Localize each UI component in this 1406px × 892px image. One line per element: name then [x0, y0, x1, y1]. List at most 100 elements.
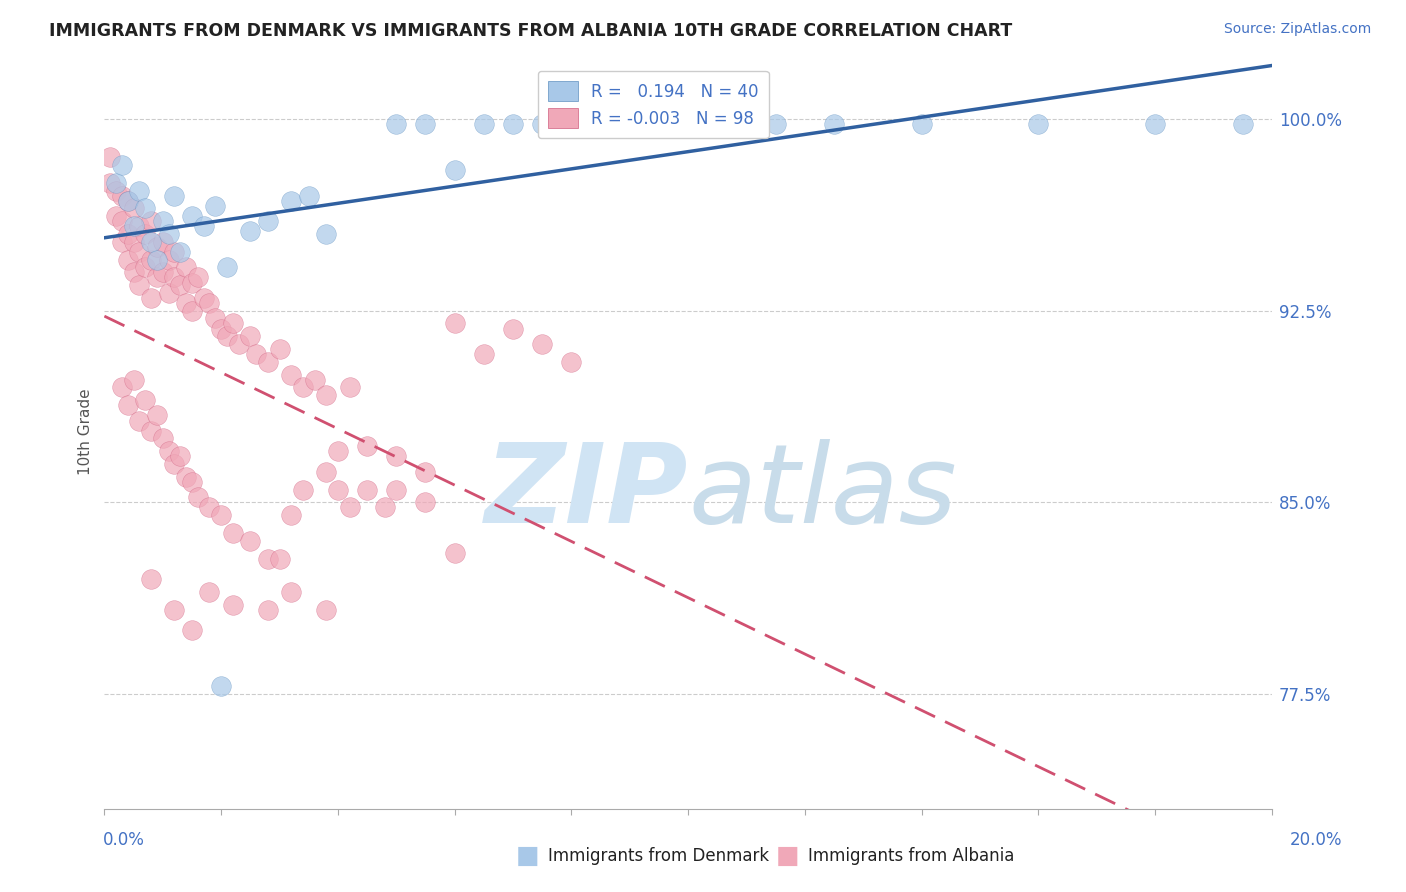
Text: ZIP: ZIP	[485, 439, 688, 546]
Text: 20.0%: 20.0%	[1291, 831, 1343, 849]
Point	[245, 347, 267, 361]
Point	[174, 470, 197, 484]
Point	[139, 291, 162, 305]
Point	[676, 117, 699, 131]
Text: IMMIGRANTS FROM DENMARK VS IMMIGRANTS FROM ALBANIA 10TH GRADE CORRELATION CHART: IMMIGRANTS FROM DENMARK VS IMMIGRANTS FR…	[49, 22, 1012, 40]
Point	[152, 214, 174, 228]
Point	[222, 598, 245, 612]
Point	[157, 444, 180, 458]
Point	[139, 252, 162, 267]
Legend: R =   0.194   N = 40, R = -0.003   N = 98: R = 0.194 N = 40, R = -0.003 N = 98	[537, 71, 769, 138]
Point	[222, 526, 245, 541]
Point	[198, 584, 221, 599]
Point	[209, 508, 232, 522]
Point	[256, 602, 278, 616]
Point	[181, 303, 204, 318]
Point	[111, 188, 134, 202]
Point	[122, 373, 145, 387]
Point	[209, 679, 232, 693]
Point	[111, 380, 134, 394]
Point	[105, 209, 128, 223]
Point	[139, 214, 162, 228]
Point	[128, 244, 150, 259]
Point	[765, 117, 787, 131]
Point	[472, 117, 495, 131]
Point	[315, 465, 337, 479]
Point	[443, 163, 465, 178]
Point	[187, 270, 209, 285]
Point	[256, 551, 278, 566]
Point	[128, 184, 150, 198]
Point	[122, 202, 145, 216]
Point	[215, 329, 238, 343]
Point	[531, 117, 554, 131]
Point	[502, 117, 524, 131]
Point	[181, 276, 204, 290]
Point	[239, 329, 262, 343]
Point	[157, 285, 180, 300]
Point	[315, 388, 337, 402]
Point	[315, 602, 337, 616]
Point	[326, 444, 349, 458]
Point	[146, 409, 169, 423]
Point	[1232, 117, 1254, 131]
Point	[443, 546, 465, 560]
Y-axis label: 10th Grade: 10th Grade	[79, 389, 93, 475]
Point	[139, 235, 162, 249]
Point	[619, 117, 641, 131]
Point	[139, 572, 162, 586]
Point	[443, 317, 465, 331]
Point	[910, 117, 932, 131]
Point	[560, 355, 582, 369]
Point	[181, 209, 204, 223]
Point	[181, 475, 204, 489]
Point	[269, 551, 291, 566]
Text: Immigrants from Denmark: Immigrants from Denmark	[548, 847, 769, 865]
Point	[134, 393, 156, 408]
Point	[163, 244, 186, 259]
Point	[222, 317, 245, 331]
Point	[198, 296, 221, 310]
Point	[157, 227, 180, 241]
Point	[326, 483, 349, 497]
Point	[174, 260, 197, 275]
Text: ■: ■	[516, 845, 538, 868]
Point	[169, 244, 191, 259]
Point	[204, 199, 226, 213]
Point	[256, 355, 278, 369]
Text: atlas: atlas	[688, 439, 956, 546]
Point	[105, 176, 128, 190]
Point	[117, 398, 139, 412]
Point	[356, 483, 378, 497]
Point	[531, 337, 554, 351]
Point	[163, 270, 186, 285]
Point	[193, 219, 215, 234]
Point	[181, 623, 204, 637]
Point	[415, 117, 437, 131]
Point	[269, 342, 291, 356]
Point	[128, 219, 150, 234]
Point	[374, 500, 396, 515]
Point	[385, 450, 408, 464]
Point	[134, 260, 156, 275]
Point	[198, 500, 221, 515]
Text: ■: ■	[776, 845, 799, 868]
Point	[291, 483, 314, 497]
Point	[122, 235, 145, 249]
Point	[339, 380, 361, 394]
Point	[128, 413, 150, 427]
Point	[385, 117, 408, 131]
Point	[111, 214, 134, 228]
Point	[134, 227, 156, 241]
Point	[128, 278, 150, 293]
Point	[146, 252, 169, 267]
Point	[163, 457, 186, 471]
Point	[105, 184, 128, 198]
Point	[146, 240, 169, 254]
Point	[187, 490, 209, 504]
Point	[152, 235, 174, 249]
Point	[415, 495, 437, 509]
Point	[134, 202, 156, 216]
Point	[139, 424, 162, 438]
Point	[256, 214, 278, 228]
